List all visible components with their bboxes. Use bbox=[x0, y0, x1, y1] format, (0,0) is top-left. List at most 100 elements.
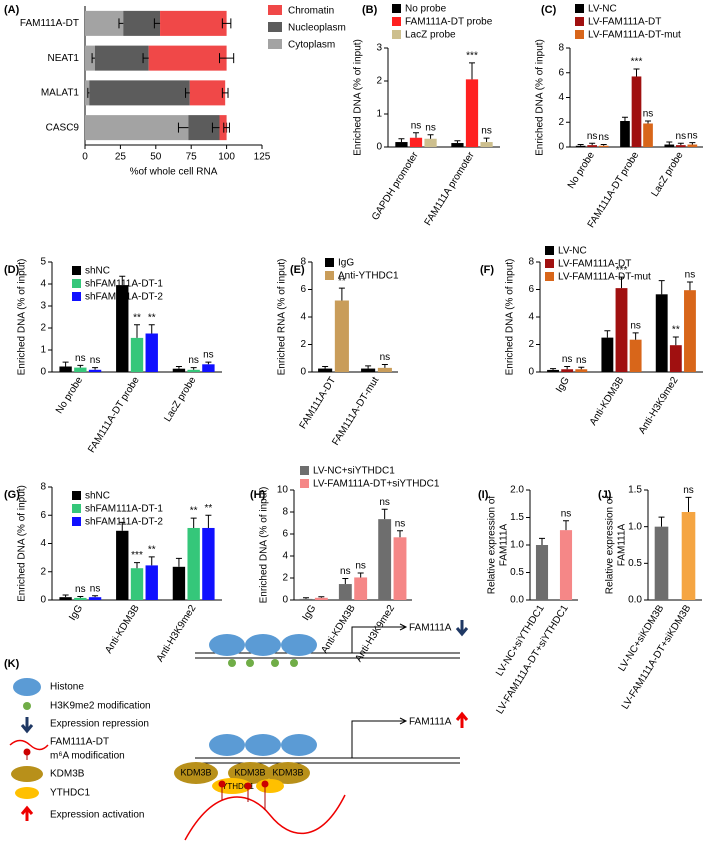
x-tick-label: IgG bbox=[67, 603, 85, 623]
bar bbox=[559, 530, 573, 600]
significance-label: ns bbox=[676, 131, 687, 142]
legend-swatch bbox=[575, 4, 584, 13]
error-bar bbox=[77, 595, 84, 598]
activation-arrow bbox=[455, 711, 469, 728]
panel-label: (I) bbox=[478, 489, 489, 501]
kdm3b bbox=[174, 762, 218, 784]
significance-label: ** bbox=[148, 312, 156, 323]
protein-label: KDM3B bbox=[180, 767, 211, 777]
x-tick-label: GAPDH promoter bbox=[370, 150, 421, 223]
x-tick-label: 50 bbox=[150, 152, 162, 163]
significance-label: ns bbox=[683, 485, 694, 496]
kdm3b bbox=[266, 762, 310, 784]
error-bar bbox=[219, 53, 235, 64]
bar bbox=[378, 519, 392, 600]
y-tick-label: NEAT1 bbox=[48, 53, 80, 64]
histone bbox=[281, 634, 317, 656]
legend-label: LV-NC bbox=[558, 246, 587, 257]
legend-label: IgG bbox=[338, 258, 354, 269]
repression-icon bbox=[20, 717, 34, 734]
legend-swatch bbox=[300, 479, 309, 488]
legend-label: shFAM111A-DT-1 bbox=[85, 279, 163, 290]
error-bar bbox=[397, 530, 404, 538]
panel-label: (A) bbox=[4, 4, 20, 16]
bar-segment bbox=[189, 80, 226, 106]
error-bar bbox=[427, 134, 434, 139]
bar bbox=[299, 598, 313, 600]
y-tick-label: 4 bbox=[558, 92, 564, 103]
m6a bbox=[244, 782, 252, 790]
lncrna bbox=[184, 794, 346, 841]
x-tick-label: Anti-KDM3B bbox=[103, 603, 142, 656]
error-bar bbox=[92, 595, 99, 598]
bar-segment bbox=[94, 45, 149, 71]
legend-swatch bbox=[268, 5, 282, 15]
y-tick-label: MALAT1 bbox=[41, 88, 80, 99]
error-bar bbox=[148, 556, 155, 566]
legend-swatch bbox=[392, 30, 401, 39]
significance-label: ** bbox=[672, 325, 680, 336]
error-bar bbox=[645, 120, 652, 124]
bar bbox=[377, 367, 392, 372]
x-tick-label: 125 bbox=[254, 152, 271, 163]
error-bar bbox=[221, 18, 232, 29]
significance-label: ns bbox=[481, 126, 492, 137]
x-tick-label: Anti-H3K9me2 bbox=[637, 375, 681, 436]
significance-label: ns bbox=[379, 497, 390, 508]
error-bar bbox=[190, 367, 197, 370]
legend-label: LV-NC+siYTHDC1 bbox=[313, 466, 395, 477]
legend-label: Nucleoplasm bbox=[288, 23, 346, 34]
significance-label: ** bbox=[338, 276, 346, 287]
error-bar bbox=[175, 366, 182, 369]
error-bar bbox=[77, 364, 84, 368]
protein-label: KDM3B bbox=[272, 767, 303, 777]
bar bbox=[202, 527, 215, 600]
x-tick-label: FAM111A promoter bbox=[423, 150, 478, 228]
x-tick-label: IgG bbox=[554, 375, 572, 395]
bar bbox=[187, 369, 200, 372]
significance-label: ns bbox=[687, 130, 698, 141]
error-bar bbox=[338, 287, 345, 301]
error-bar bbox=[685, 496, 692, 512]
significance-label: ns bbox=[643, 109, 654, 120]
y-tick-label: 2 bbox=[40, 323, 46, 334]
gene-label: FAM111A bbox=[409, 717, 452, 728]
bar bbox=[59, 366, 72, 372]
bar bbox=[601, 337, 614, 372]
error-bar bbox=[322, 366, 329, 369]
significance-label: ns bbox=[562, 354, 573, 365]
significance-label: ns bbox=[203, 350, 214, 361]
protein-label: KDM3B bbox=[234, 767, 265, 777]
bar bbox=[575, 145, 586, 147]
error-bar bbox=[398, 138, 405, 143]
legend-label: LV-FAM111A-DT-mut bbox=[558, 272, 651, 283]
bar bbox=[334, 300, 349, 372]
bar bbox=[314, 597, 328, 600]
y-tick-label: 8 bbox=[558, 43, 564, 54]
error-bar bbox=[604, 330, 611, 338]
bar bbox=[480, 142, 493, 147]
y-axis-label: Enriched DNA (% of input) bbox=[17, 259, 28, 376]
error-bar bbox=[221, 87, 229, 98]
y-tick-label: 0.0 bbox=[628, 595, 642, 606]
y-tick-label: 0 bbox=[528, 367, 534, 378]
y-tick-label: 4 bbox=[528, 312, 534, 323]
y-tick-label: 0 bbox=[558, 142, 564, 153]
bar bbox=[409, 137, 423, 147]
bar bbox=[338, 584, 352, 600]
bar bbox=[88, 369, 102, 372]
significance-label: ns bbox=[630, 320, 641, 331]
y-tick-label: 3 bbox=[376, 43, 382, 54]
legend-label: shNC bbox=[85, 266, 110, 277]
y-axis-label: Enriched DNA (% of input) bbox=[353, 39, 364, 156]
significance-label: ns bbox=[598, 132, 609, 143]
bar bbox=[172, 368, 186, 372]
legend-text: FAM111A-DT bbox=[50, 737, 109, 748]
y-axis-label: Enriched DNA (% of input) bbox=[17, 485, 28, 602]
error-bar bbox=[62, 361, 69, 367]
y-tick-label: 2 bbox=[528, 339, 534, 350]
legend-label: Cytoplasm bbox=[288, 40, 335, 51]
bar-segment bbox=[85, 80, 90, 106]
error-bar bbox=[539, 537, 545, 545]
